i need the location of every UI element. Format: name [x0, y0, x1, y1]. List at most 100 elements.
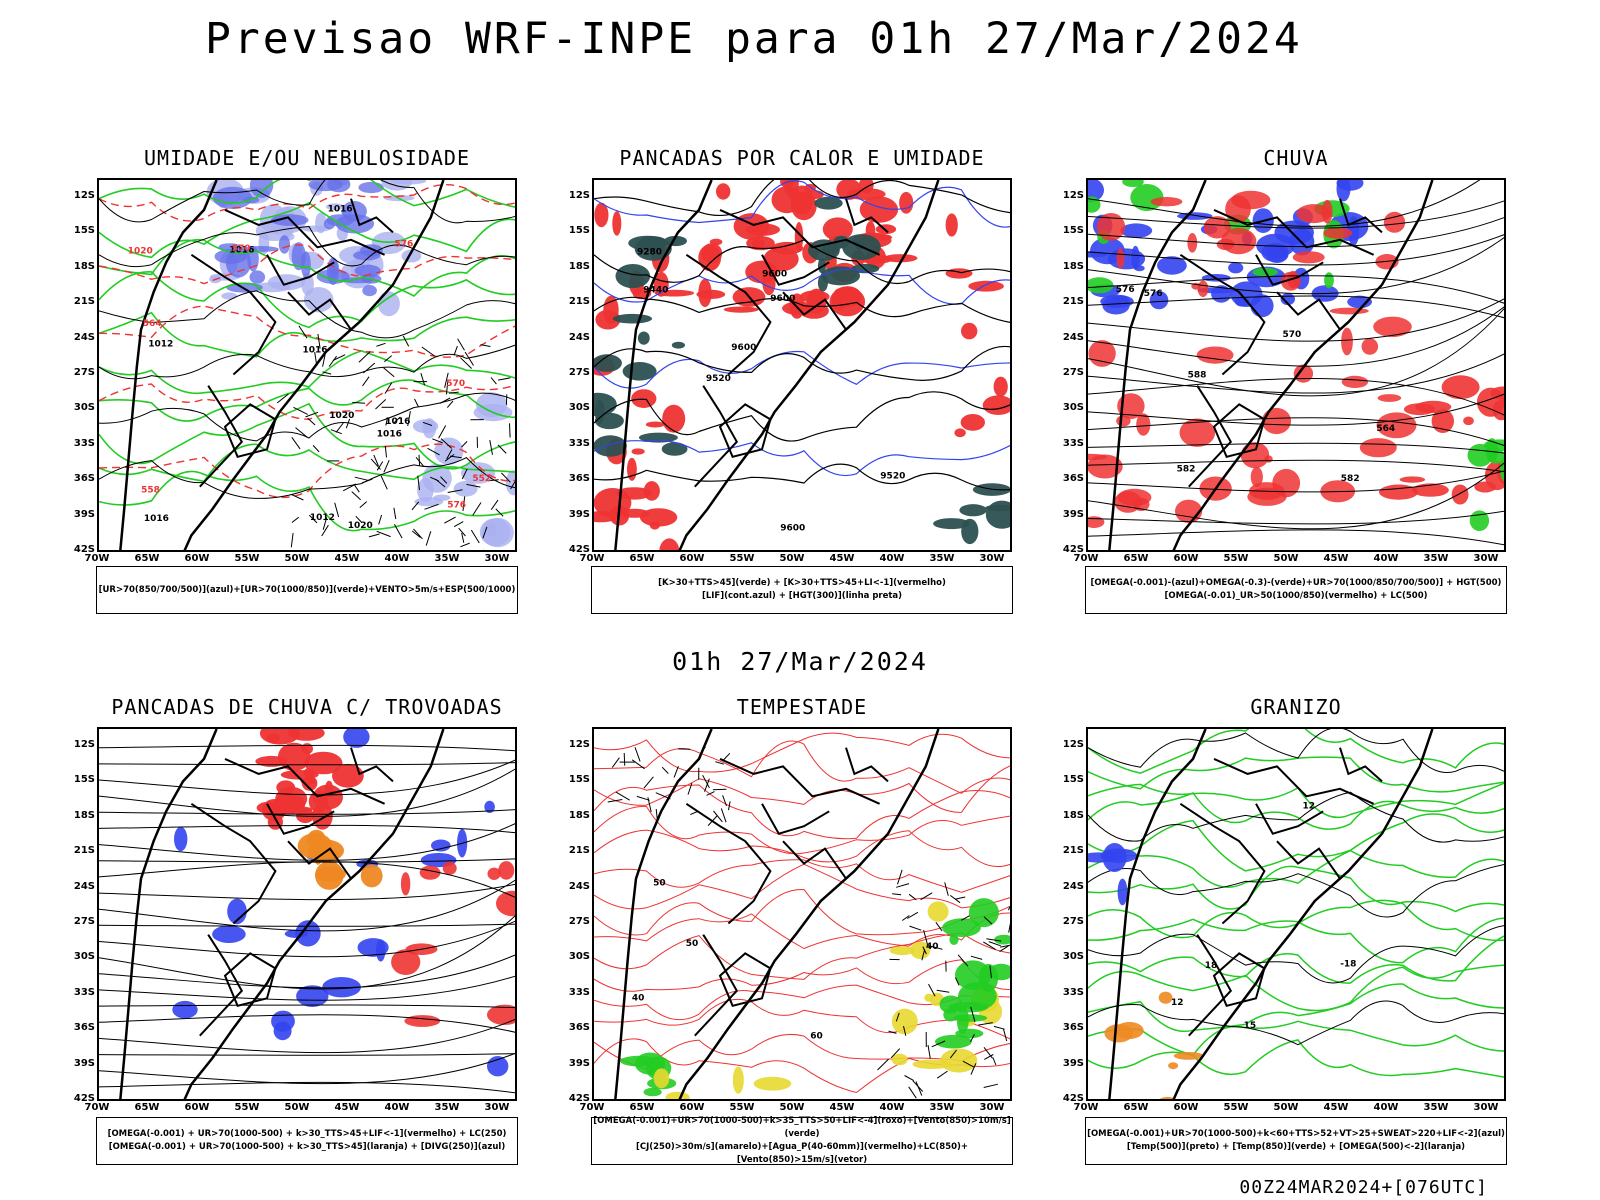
field-patch	[304, 751, 343, 775]
latitude-label: 12S	[73, 190, 95, 201]
latitude-label: 15S	[568, 774, 590, 786]
country-border	[1276, 840, 1341, 880]
wind-vector	[489, 440, 493, 455]
contour-label: 18	[1205, 961, 1218, 971]
field-patch	[259, 729, 300, 745]
run-info: 00Z24MAR2024+[076UTC]	[1239, 1177, 1488, 1198]
contour-line	[99, 456, 515, 499]
wind-vector	[402, 335, 410, 347]
field-patch	[889, 946, 915, 956]
field-patch	[1168, 1062, 1179, 1070]
wind-vector	[903, 1025, 907, 1036]
country-border	[761, 254, 830, 286]
field-patch	[732, 1066, 744, 1094]
latitude-label: 12S	[568, 739, 590, 750]
wind-vector	[993, 1025, 1005, 1030]
latitude-label: 42S	[1062, 1093, 1084, 1104]
wind-vector	[920, 892, 933, 901]
forecast-map: 50 40 50 40 60	[592, 727, 1012, 1101]
streamline	[99, 768, 515, 817]
contour-label: 552	[472, 474, 491, 484]
panel-legend: [UR>70(850/700/500)](azul)+[UR>70(1000/8…	[96, 566, 518, 614]
field-patch	[1341, 375, 1369, 388]
streamline	[1088, 298, 1504, 342]
panel-title: UMIDADE E/OU NEBULOSIDADE	[143, 146, 471, 170]
main-title: Previsao WRF-INPE para 01h 27/Mar/2024	[205, 14, 1303, 64]
streamline	[99, 920, 515, 958]
longitude-label: 55W	[234, 553, 260, 564]
contour-line	[1088, 935, 1504, 984]
wind-vector	[607, 799, 623, 803]
field-patch	[1377, 394, 1402, 402]
field-patch	[307, 829, 326, 850]
longitude-label: 55W	[1223, 553, 1249, 564]
wind-vector	[647, 797, 652, 813]
panel-legend: [OMEGA(-0.001)+UR>70(1000-500)+k>35_TTS>…	[591, 1116, 1013, 1165]
field-patch	[661, 442, 688, 456]
wind-vector	[354, 476, 369, 481]
latitude-label: 30S	[568, 402, 590, 414]
wind-vector	[312, 445, 320, 453]
latitude-label: 42S	[73, 1093, 95, 1104]
latitude-label: 21S	[1062, 296, 1084, 308]
wind-vector	[931, 1040, 946, 1048]
field-patch	[419, 865, 441, 880]
contour-line	[99, 350, 515, 395]
field-patch	[821, 245, 840, 254]
latitude-label: 33S	[73, 986, 95, 998]
wind-vector	[702, 774, 710, 789]
latitude-label: 27S	[568, 367, 590, 378]
country-border	[1212, 403, 1266, 458]
wind-vector	[712, 788, 727, 791]
field-patch	[1323, 227, 1353, 239]
latitude-label: 30S	[73, 402, 95, 414]
wind-vector	[483, 549, 485, 550]
field-patch	[1088, 516, 1105, 528]
field-patch	[665, 1091, 690, 1099]
wind-vector	[892, 893, 902, 896]
country-border	[685, 802, 772, 925]
field-patch	[291, 242, 306, 271]
contour-line	[1088, 983, 1504, 1032]
field-patch	[343, 729, 370, 748]
country-border	[719, 757, 881, 805]
streamline	[1088, 307, 1504, 397]
wind-vector	[992, 1057, 997, 1066]
field-patch	[1117, 878, 1128, 906]
country-border	[350, 747, 394, 783]
field-patch	[883, 254, 918, 263]
wind-vector	[421, 346, 435, 357]
wind-vector	[411, 501, 420, 511]
field-patch	[308, 790, 329, 813]
field-patch	[1116, 415, 1131, 427]
field-patch	[631, 389, 657, 408]
latitude-label: 39S	[1062, 1057, 1084, 1069]
wind-vector	[461, 532, 465, 543]
wind-vector	[424, 503, 439, 510]
contour-line	[99, 344, 515, 380]
wind-vector	[305, 411, 319, 418]
field-patch	[227, 898, 247, 925]
forecast-map: 588 582 576 576 570 564 582	[1086, 178, 1506, 552]
wind-vector	[510, 480, 515, 490]
wind-vector	[361, 478, 373, 484]
wind-vector	[921, 948, 926, 961]
latitude-label: 15S	[568, 225, 590, 237]
field-patch	[960, 414, 985, 431]
wind-vector	[720, 808, 727, 823]
longitude-label: 65W	[134, 553, 160, 564]
field-patch	[1499, 457, 1504, 482]
country-border	[190, 253, 277, 376]
country-border	[694, 934, 739, 1037]
legend-line: [K>30+TTS>45](verde) + [K>30+TTS>45+LI<-…	[658, 578, 946, 588]
field-patch	[357, 938, 389, 957]
wind-vector	[470, 529, 480, 544]
wind-vector	[440, 438, 453, 449]
panel-legend: [K>30+TTS>45](verde) + [K>30+TTS>45+LI<-…	[591, 566, 1013, 614]
contour-label: 570	[446, 379, 465, 389]
field-patch	[362, 285, 377, 297]
coastline	[1108, 180, 1207, 550]
contour-label: 1016	[385, 417, 410, 427]
wind-vector	[393, 507, 397, 520]
wind-vector	[902, 915, 910, 921]
